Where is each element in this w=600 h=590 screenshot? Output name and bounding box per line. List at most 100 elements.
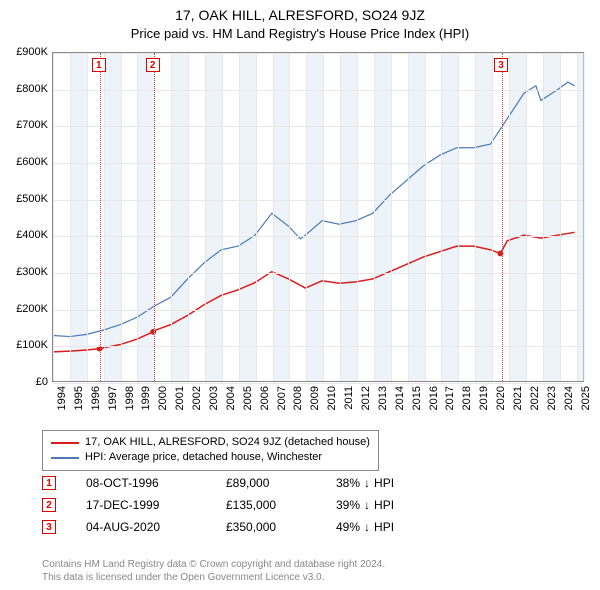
x-axis-label: 1999: [140, 386, 152, 410]
legend-swatch-hpi: [51, 457, 79, 459]
gridline-vertical: [87, 53, 88, 381]
y-axis-label: £300K: [16, 266, 48, 278]
legend-box: 17, OAK HILL, ALRESFORD, SO24 9JZ (detac…: [42, 430, 379, 471]
x-axis-label: 2002: [191, 386, 203, 410]
x-axis-label: 2013: [377, 386, 389, 410]
x-axis-label: 2021: [512, 386, 524, 410]
gridline-vertical: [53, 53, 54, 381]
gridline-vertical: [306, 53, 307, 381]
footer-line-2: This data is licensed under the Open Gov…: [42, 571, 385, 584]
annotation-date: 08-OCT-1996: [86, 476, 196, 490]
gridline-vertical: [543, 53, 544, 381]
annotation-price: £89,000: [226, 476, 306, 490]
gridline-vertical: [222, 53, 223, 381]
line-series-svg: [53, 53, 583, 381]
gridline-horizontal: [53, 346, 583, 347]
y-axis-label: £400K: [16, 229, 48, 241]
legend-item-property: 17, OAK HILL, ALRESFORD, SO24 9JZ (detac…: [51, 435, 370, 450]
y-axis-label: £800K: [16, 83, 48, 95]
annotation-row: 1 08-OCT-1996 £89,000 38% ↓ HPI: [42, 472, 394, 494]
gridline-vertical: [273, 53, 274, 381]
gridline-vertical: [357, 53, 358, 381]
series-hpi: [53, 82, 575, 336]
y-axis-label: £600K: [16, 156, 48, 168]
footer-text: Contains HM Land Registry data © Crown c…: [42, 558, 385, 584]
gridline-horizontal: [53, 383, 583, 384]
x-axis-label: 2020: [495, 386, 507, 410]
gridline-horizontal: [53, 53, 583, 54]
chart-container: 17, OAK HILL, ALRESFORD, SO24 9JZ Price …: [0, 0, 600, 590]
sale-marker-line: [502, 53, 503, 381]
x-axis-label: 2007: [276, 386, 288, 410]
gridline-vertical: [289, 53, 290, 381]
annotation-badge: 3: [42, 520, 56, 534]
annotation-row: 304-AUG-2020£350,00049% ↓ HPI: [42, 516, 394, 538]
annotation-badge: 1: [42, 476, 56, 490]
legend-label-hpi: HPI: Average price, detached house, Winc…: [85, 450, 322, 465]
sale-marker-badge: 3: [494, 58, 508, 72]
y-axis-label: £100K: [16, 339, 48, 351]
x-axis-label: 2005: [242, 386, 254, 410]
gridline-horizontal: [53, 236, 583, 237]
gridline-horizontal: [53, 126, 583, 127]
x-axis-label: 2004: [225, 386, 237, 410]
gridline-vertical: [121, 53, 122, 381]
x-axis-label: 2017: [444, 386, 456, 410]
gridline-vertical: [205, 53, 206, 381]
gridline-vertical: [104, 53, 105, 381]
annotation-price: £350,000: [226, 520, 306, 534]
x-axis-label: 2016: [428, 386, 440, 410]
x-axis-label: 2012: [360, 386, 372, 410]
sale-marker-badge: 2: [146, 58, 160, 72]
x-axis-label: 2009: [309, 386, 321, 410]
legend-item-hpi: HPI: Average price, detached house, Winc…: [51, 450, 370, 465]
gridline-vertical: [475, 53, 476, 381]
x-axis-label: 2010: [326, 386, 338, 410]
x-axis-label: 2006: [259, 386, 271, 410]
gridline-vertical: [323, 53, 324, 381]
x-axis-label: 2001: [174, 386, 186, 410]
footer-line-1: Contains HM Land Registry data © Crown c…: [42, 558, 385, 571]
gridline-vertical: [171, 53, 172, 381]
sale-marker-badge: 1: [92, 58, 106, 72]
x-axis-label: 2003: [208, 386, 220, 410]
arrow-down-icon: ↓: [364, 520, 370, 534]
gridline-vertical: [441, 53, 442, 381]
annotation-pct: 38% ↓ HPI: [336, 476, 394, 490]
annotation-row: 217-DEC-1999£135,00039% ↓ HPI: [42, 494, 394, 516]
gridline-vertical: [70, 53, 71, 381]
y-axis-label: £200K: [16, 303, 48, 315]
gridline-vertical: [239, 53, 240, 381]
chart-subtitle: Price paid vs. HM Land Registry's House …: [0, 24, 600, 41]
plot-area: [52, 52, 584, 382]
gridline-vertical: [256, 53, 257, 381]
legend-label-property: 17, OAK HILL, ALRESFORD, SO24 9JZ (detac…: [85, 435, 370, 450]
gridline-horizontal: [53, 273, 583, 274]
gridline-vertical: [374, 53, 375, 381]
x-axis-label: 2024: [563, 386, 575, 410]
gridline-vertical: [408, 53, 409, 381]
x-axis-label: 2008: [292, 386, 304, 410]
y-axis-label: £900K: [16, 46, 48, 58]
series-property: [53, 232, 575, 352]
gridline-vertical: [391, 53, 392, 381]
gridline-vertical: [492, 53, 493, 381]
annotation-badge: 2: [42, 498, 56, 512]
arrow-down-icon: ↓: [364, 476, 370, 490]
gridline-vertical: [458, 53, 459, 381]
gridline-vertical: [188, 53, 189, 381]
y-axis-label: £500K: [16, 193, 48, 205]
x-axis-label: 1997: [107, 386, 119, 410]
gridline-horizontal: [53, 310, 583, 311]
chart-title: 17, OAK HILL, ALRESFORD, SO24 9JZ: [0, 0, 600, 24]
x-axis-label: 1996: [90, 386, 102, 410]
gridline-vertical: [509, 53, 510, 381]
x-axis-label: 2019: [478, 386, 490, 410]
annotation-pct: 49% ↓ HPI: [336, 520, 394, 534]
arrow-down-icon: ↓: [364, 498, 370, 512]
gridline-horizontal: [53, 163, 583, 164]
x-axis-label: 2014: [394, 386, 406, 410]
gridline-vertical: [425, 53, 426, 381]
x-axis-label: 2011: [343, 386, 355, 410]
gridline-vertical: [577, 53, 578, 381]
